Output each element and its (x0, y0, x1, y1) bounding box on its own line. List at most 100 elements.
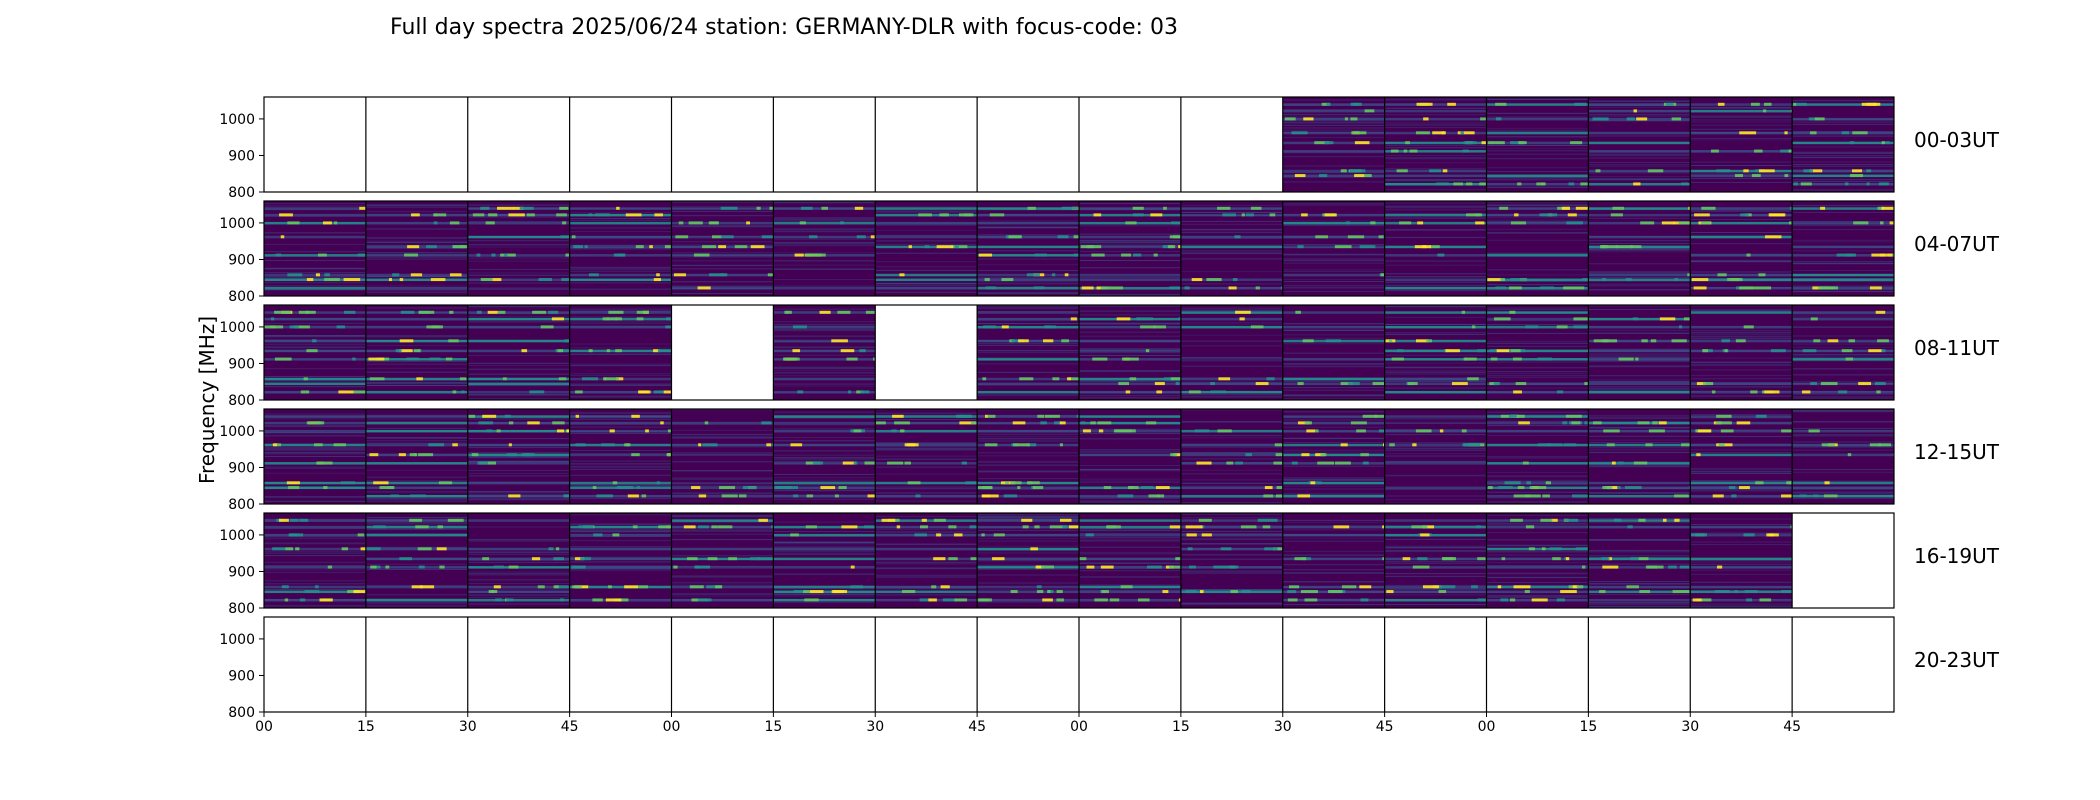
spectrum-panel (569, 305, 681, 400)
spectrum-panel (1384, 305, 1492, 400)
spectrum-panel (670, 201, 782, 296)
row-frame (263, 512, 1895, 609)
spectrum-panel (1791, 617, 1894, 712)
spectrum-panel (874, 201, 978, 296)
spectrum-panel (976, 513, 1086, 608)
spectrum-panel (1180, 305, 1283, 400)
spectrum-panel (1689, 305, 1793, 400)
spectrum-panel (1384, 513, 1488, 608)
spectrum-panel (569, 617, 672, 712)
y-tick-label: 900 (228, 252, 255, 268)
spectrum-panel (365, 97, 468, 192)
chart-title: Full day spectra 2025/06/24 station: GER… (390, 15, 1178, 40)
spectra-row: 1000 900 800 16-19UT (219, 512, 2000, 617)
spectrum-panel (1078, 409, 1184, 504)
spectrum-panel (1485, 513, 1599, 608)
spectrum-panel (670, 617, 774, 712)
spectrum-panel (1180, 201, 1296, 296)
spectrum-panel (1791, 305, 1894, 400)
spectrum-panel (772, 617, 876, 712)
spectrum-panel (1485, 97, 1595, 192)
spectrum-panel (264, 617, 366, 712)
spectrum-panel (874, 617, 978, 712)
spectra-row: 1000 900 800 08-11UT (219, 304, 2000, 409)
spectrum-panel (1485, 305, 1599, 400)
spectrum-panel (874, 97, 978, 192)
spectrum-panel (1384, 409, 1487, 504)
spectrum-panel (1587, 97, 1691, 192)
spectrum-panel (264, 305, 372, 400)
y-tick-label: 800 (228, 393, 255, 409)
x-tick-label: 30 (1274, 719, 1292, 735)
spectrum-panel (1689, 97, 1807, 192)
spectra-row: 1000 900 800 04-07UT (219, 200, 2000, 305)
spectrum-panel (1689, 617, 1793, 712)
x-tick-label: 00 (663, 719, 681, 735)
row-label: 12-15UT (1914, 440, 2000, 464)
spectrum-panel (976, 409, 1091, 504)
spectrum-panel (1587, 617, 1691, 712)
x-tick-label: 30 (1681, 719, 1699, 735)
x-tick-label: 15 (1172, 719, 1190, 735)
spectrum-panel (976, 97, 1079, 192)
spectrum-panel (365, 409, 468, 504)
spectrum-panel (772, 97, 876, 192)
spectrum-panel (976, 201, 1084, 296)
spectrum-panel (1180, 617, 1283, 712)
spectrum-panel (1384, 617, 1487, 712)
spectrum-panel (772, 305, 890, 400)
row-frame (263, 200, 1895, 297)
spectrum-panel (264, 513, 376, 608)
row-frame (263, 408, 1895, 505)
spectrum-panel (1078, 617, 1181, 712)
y-tick-label: 1000 (219, 216, 255, 232)
spectrum-panel (365, 617, 468, 712)
spectrum-panel (1282, 617, 1385, 712)
spectrum-panel (1485, 409, 1594, 504)
spectrum-panel (1282, 201, 1398, 296)
y-tick-label: 800 (228, 705, 255, 721)
spectrum-panel (874, 305, 978, 400)
spectrum-panel (467, 409, 580, 504)
y-tick-label: 800 (228, 289, 255, 305)
row-frame (263, 304, 1895, 401)
spectrum-panel (467, 513, 580, 608)
row-label: 16-19UT (1914, 544, 2000, 568)
spectrum-panel (365, 201, 468, 296)
spectrum-panel (1791, 97, 1894, 192)
y-tick-label: 900 (228, 148, 255, 164)
spectrum-panel (874, 409, 983, 504)
spectrum-panel (670, 513, 777, 608)
spectrum-panel (569, 201, 681, 296)
row-label: 00-03UT (1914, 128, 2000, 152)
x-tick-label: 45 (1783, 719, 1801, 735)
y-axis-label: Frequency [MHz] (195, 316, 219, 484)
spectrum-panel (1180, 409, 1297, 504)
spectra-row: 1000 900 800 20-23UT (219, 616, 2000, 721)
spectrum-panel (467, 201, 582, 296)
y-tick-label: 900 (228, 356, 255, 372)
spectrum-panel (670, 97, 774, 192)
y-tick-label: 1000 (219, 112, 255, 128)
spectrum-panel (365, 513, 468, 608)
spectrum-panel (976, 617, 1079, 712)
row-label: 04-07UT (1914, 232, 2000, 256)
x-tick-label: 15 (1579, 719, 1597, 735)
x-tick-label: 15 (357, 719, 375, 735)
spectrum-panel (670, 409, 788, 504)
spectrum-panel (1078, 513, 1190, 608)
y-tick-label: 1000 (219, 424, 255, 440)
spectrum-panel (670, 305, 774, 400)
spectra-row: 1000 900 800 12-15UT (219, 408, 2000, 513)
x-tick-label: 00 (1478, 719, 1496, 735)
y-tick-label: 1000 (219, 528, 255, 544)
spectrum-panel (1485, 617, 1589, 712)
spectrum-panel (1078, 305, 1186, 400)
panel-grid: 1000 900 800 00-03UT 1000 900 800 04-07UT 1000 90… (219, 96, 2000, 721)
row-label: 08-11UT (1914, 336, 2000, 360)
spectrum-panel (1485, 201, 1593, 296)
y-tick-label: 900 (228, 668, 255, 684)
spectrum-panel (1078, 201, 1192, 296)
spectrum-panel (1791, 201, 1894, 296)
spectrum-panel (1587, 513, 1691, 608)
